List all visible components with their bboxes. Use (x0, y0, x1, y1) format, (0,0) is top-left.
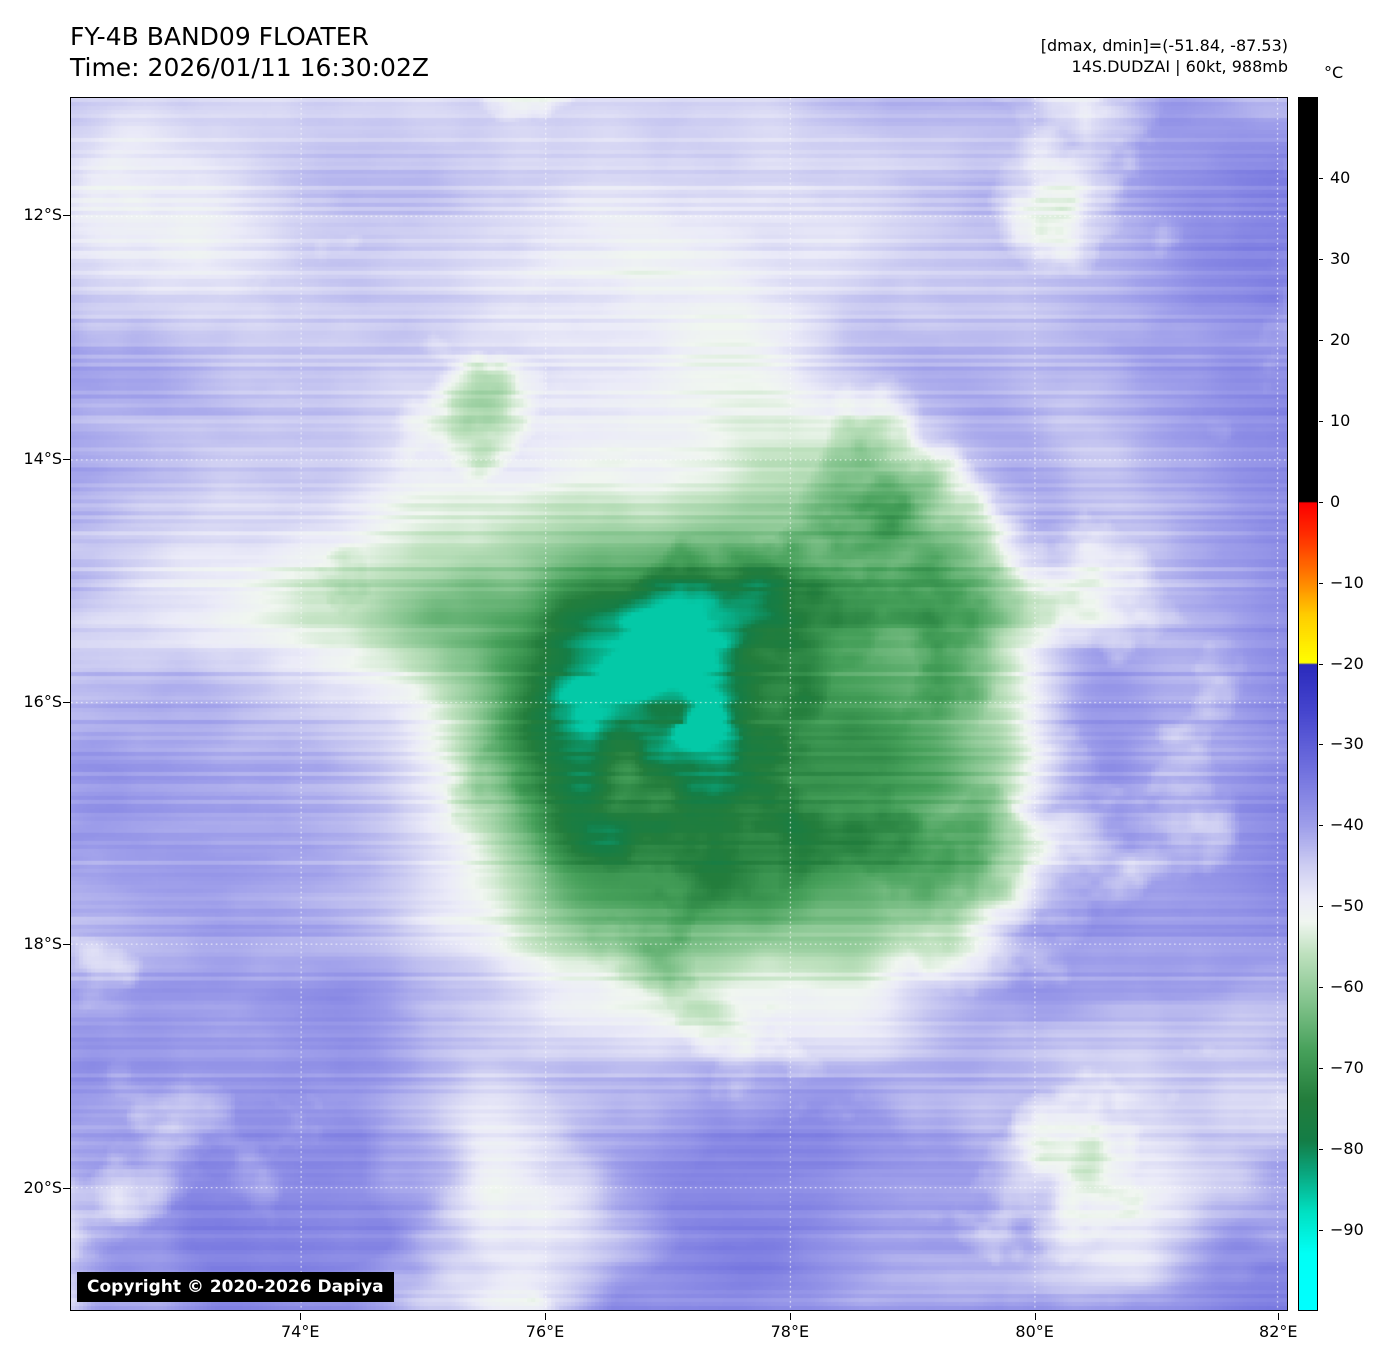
colorbar-tick-mark (1319, 582, 1323, 584)
colorbar-tick-mark (1319, 987, 1323, 989)
colorbar-tick-label: −20 (1330, 653, 1364, 673)
colorbar-tick-label: −70 (1330, 1058, 1364, 1078)
colorbar-tick-mark (1319, 825, 1323, 827)
lon-tick-label: 76°E (525, 1322, 565, 1341)
colorbar-tick-mark (1319, 744, 1323, 746)
colorbar-tick-mark (1319, 1068, 1323, 1070)
colorbar-gradient (1299, 98, 1317, 1310)
lon-tick-mark (545, 1313, 547, 1320)
colorbar-tick-label: 20 (1330, 329, 1351, 349)
lat-tick-label: 14°S (23, 448, 62, 468)
colorbar-tick-mark (1319, 1230, 1323, 1232)
colorbar-tick-label: 30 (1330, 248, 1351, 268)
lat-tick-label: 16°S (23, 691, 62, 711)
lat-tick-label: 12°S (23, 204, 62, 224)
colorbar-tick-label: 40 (1330, 167, 1351, 187)
copyright-badge: Copyright © 2020-2026 Dapiya (77, 1272, 394, 1302)
lat-tick-label: 20°S (23, 1178, 62, 1198)
lon-tick-label: 80°E (1015, 1322, 1054, 1341)
colorbar-tick-label: −80 (1330, 1139, 1364, 1159)
lat-tick-mark (63, 214, 70, 216)
colorbar-tick-mark (1319, 258, 1323, 260)
colorbar-tick-mark (1319, 420, 1323, 422)
colorbar-tick-label: −90 (1330, 1220, 1364, 1240)
header: FY-4B BAND09 FLOATER Time: 2026/01/11 16… (70, 22, 429, 83)
colorbar-tick-mark (1319, 501, 1323, 503)
colorbar-unit-label: °C (1324, 63, 1344, 82)
lon-tick-label: 74°E (280, 1322, 320, 1341)
annotation-block: [dmax, dmin]=(-51.84, -87.53) 14S.DUDZAI… (1041, 36, 1288, 78)
colorbar-tick-label: 0 (1330, 491, 1341, 511)
lon-tick-mark (1278, 1313, 1280, 1320)
lon-tick-label: 82°E (1259, 1322, 1298, 1341)
colorbar-tick-label: −50 (1330, 896, 1364, 916)
lat-tick-mark (63, 701, 70, 703)
lon-tick-mark (789, 1313, 791, 1320)
colorbar-tick-label: −60 (1330, 977, 1364, 997)
timestamp: Time: 2026/01/11 16:30:02Z (70, 52, 429, 82)
map-plot-area: Copyright © 2020-2026 Dapiya (70, 97, 1288, 1311)
lat-tick-mark (63, 1188, 70, 1190)
colorbar-tick-mark (1319, 1149, 1323, 1151)
colorbar-tick-mark (1319, 177, 1323, 179)
page-title: FY-4B BAND09 FLOATER (70, 22, 369, 51)
colorbar (1298, 97, 1318, 1311)
colorbar-tick-mark (1319, 339, 1323, 341)
lat-tick-label: 18°S (23, 934, 62, 954)
colorbar-tick-label: 10 (1330, 410, 1351, 430)
colorbar-tick-label: −40 (1330, 815, 1364, 835)
lon-tick-mark (1034, 1313, 1036, 1320)
colorbar-tick-mark (1319, 906, 1323, 908)
colorbar-tick-label: −10 (1330, 572, 1364, 592)
satellite-image-canvas (71, 98, 1287, 1310)
storm-info-annotation: 14S.DUDZAI | 60kt, 988mb (1071, 56, 1289, 76)
lon-tick-mark (300, 1313, 302, 1320)
colorbar-tick-mark (1319, 663, 1323, 665)
lat-tick-mark (63, 944, 70, 946)
dmax-dmin-annotation: [dmax, dmin]=(-51.84, -87.53) (1040, 36, 1288, 55)
lat-tick-mark (63, 458, 70, 460)
colorbar-tick-label: −30 (1330, 734, 1364, 754)
lon-tick-label: 78°E (770, 1322, 810, 1341)
